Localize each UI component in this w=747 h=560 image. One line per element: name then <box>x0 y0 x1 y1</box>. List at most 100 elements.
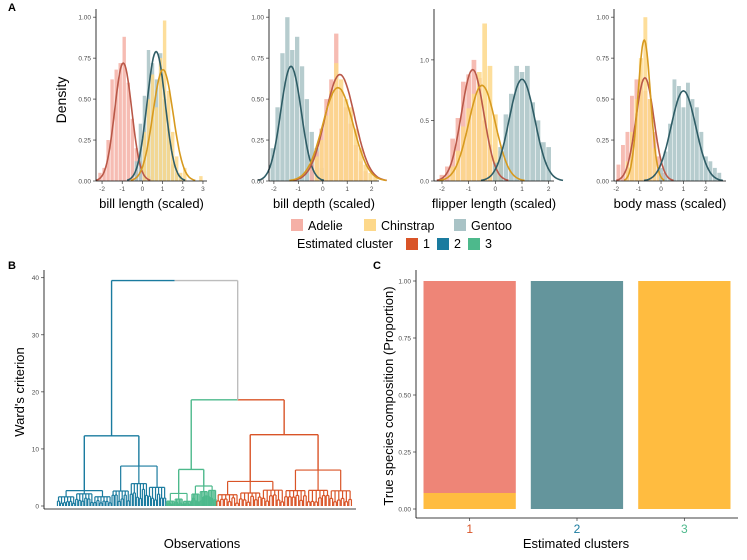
legend-key-chinstrap <box>364 219 376 231</box>
hist-bar-chinstrap-4 <box>334 63 339 181</box>
x-tick-label: 0 <box>321 186 325 193</box>
legend-key-gentoo <box>454 219 466 231</box>
hist-bar-gentoo-10 <box>546 147 551 181</box>
x-tick-label: 2 <box>547 186 551 193</box>
hist-bar-adelie-4 <box>114 69 118 181</box>
legend-label-chinstrap: Chinstrap <box>381 219 435 233</box>
hist-bar-chinstrap-1 <box>319 140 324 181</box>
x-tick-label: 0 <box>494 186 498 193</box>
hist-bar-gentoo-8 <box>694 107 699 181</box>
hist-bar-chinstrap-12 <box>373 176 378 181</box>
y-tick-label: 0.25 <box>251 138 264 145</box>
legend-key-cluster-3 <box>468 238 480 250</box>
hist-bar-chinstrap-2 <box>634 99 639 181</box>
density-curve-adelie <box>615 76 674 182</box>
y-tick-label: 0.00 <box>78 179 91 186</box>
density-curve-adelie <box>292 73 387 182</box>
hist-bar-chinstrap-3 <box>154 107 159 181</box>
legend-label-adelie: Adelie <box>308 219 343 233</box>
hist-bar-gentoo-7 <box>690 99 695 181</box>
hist-bar-gentoo-8 <box>535 120 541 181</box>
facet-xlabel: body mass (scaled) <box>614 196 727 211</box>
bar-segment-adelie-cluster-1 <box>423 281 516 493</box>
hist-bar-gentoo-3 <box>672 79 677 181</box>
hist-bar-gentoo-7 <box>304 99 309 181</box>
hist-bar-gentoo-10 <box>703 156 708 181</box>
y-tick-label: 1.0 <box>420 57 429 64</box>
hist-bar-chinstrap-6 <box>482 23 487 181</box>
hist-bar-chinstrap-11 <box>199 176 203 181</box>
x-tick-label: -2 <box>439 186 445 193</box>
y-tick-label: 1.00 <box>596 15 609 22</box>
x-tick-label: -1 <box>119 186 125 193</box>
x-tick-label: -2 <box>271 186 277 193</box>
density-curve-adelie <box>436 68 509 182</box>
y-tick-label: 0.50 <box>78 97 91 104</box>
hist-bar-adelie-0 <box>309 164 314 181</box>
hist-bar-chinstrap-0 <box>142 131 147 181</box>
legend-label-cluster-1: 1 <box>423 237 430 251</box>
y-tick-label: 0.25 <box>398 450 411 457</box>
panel-b-dendrogram: 0 10 20 30 40 <box>32 270 356 511</box>
hist-bar-adelie-0 <box>616 164 621 181</box>
x-tick-label: 3 <box>201 186 205 193</box>
legend-cluster-title: Estimated cluster <box>297 237 393 251</box>
facet-1: 0.00 0.25 0.50 0.75 1.00 -2 -1 0 1 2 3 bill length … <box>78 9 207 211</box>
y-tick-label: 0 <box>35 504 39 511</box>
legend: Adelie Chinstrap Gentoo Estimated cluste… <box>291 219 512 251</box>
y-tick-label: 0.75 <box>398 336 411 343</box>
hist-bar-gentoo-0 <box>493 162 498 181</box>
y-tick-label: 0.00 <box>251 179 264 186</box>
dendro-cluster-3 <box>165 468 217 506</box>
x-tick-label: 2 <box>704 186 708 193</box>
y-tick-label: 0.75 <box>78 56 91 63</box>
x-tick-label: 1 <box>161 186 165 193</box>
hist-bar-chinstrap-2 <box>324 115 329 181</box>
x-tick-label-cluster-2: 2 <box>574 522 581 536</box>
hist-bar-chinstrap-0 <box>625 161 630 181</box>
legend-key-cluster-2 <box>437 238 449 250</box>
facet-xlabel: bill depth (scaled) <box>273 196 375 211</box>
bar-segment-chinstrap-cluster-1 <box>423 493 516 509</box>
bar-segment-chinstrap-cluster-3 <box>638 281 731 509</box>
hist-bar-chinstrap-9 <box>358 148 363 181</box>
y-tick-label: 0.25 <box>596 138 609 145</box>
panel-c-stacked-bars: 0.00 0.25 0.50 0.75 1.00 1 2 3 <box>398 270 738 536</box>
hist-bar-gentoo-4 <box>290 50 295 181</box>
hist-bar-gentoo-1 <box>275 107 280 181</box>
hist-bar-adelie-5 <box>118 63 122 181</box>
x-tick-label: 1 <box>345 186 349 193</box>
hist-bar-chinstrap-6 <box>652 148 657 181</box>
x-tick-label: 1 <box>520 186 524 193</box>
density-curve-chinstrap <box>623 38 665 181</box>
panel-c-ylabel: True species composition (Proportion) <box>381 286 396 505</box>
x-tick-label: -1 <box>466 186 472 193</box>
hist-bar-gentoo-4 <box>514 65 519 181</box>
hist-bar-chinstrap-2 <box>150 74 155 181</box>
hist-bar-adelie-3 <box>455 118 461 181</box>
hist-bar-chinstrap-6 <box>343 99 349 181</box>
hist-bar-gentoo-9 <box>541 142 546 181</box>
bar-segment-gentoo-cluster-2 <box>530 281 624 509</box>
hist-bar-gentoo-5 <box>519 72 525 181</box>
panel-a-ylabel: Density <box>53 77 69 124</box>
panel-label-a: A <box>8 2 16 14</box>
hist-bar-chinstrap-8 <box>353 128 358 181</box>
x-tick-label: 2 <box>370 186 374 193</box>
hist-bar-chinstrap-3 <box>638 58 643 181</box>
hist-bar-chinstrap-4 <box>643 17 648 182</box>
hist-bar-gentoo-12 <box>712 167 717 181</box>
hist-bar-chinstrap-3 <box>466 108 471 181</box>
hist-bar-chinstrap-1 <box>455 150 461 181</box>
x-tick-label-cluster-3: 3 <box>681 522 688 536</box>
hist-bar-chinstrap-3 <box>329 90 334 181</box>
panel-label-c: C <box>373 260 381 272</box>
hist-bar-gentoo-1 <box>663 151 668 181</box>
hist-bar-gentoo-2 <box>668 123 672 181</box>
panel-b-xlabel: Observations <box>164 536 241 551</box>
density-curve-gentoo <box>126 50 186 181</box>
y-tick-label: 0.50 <box>596 97 609 104</box>
facet-xlabel: bill length (scaled) <box>99 196 204 211</box>
y-tick-label: 10 <box>32 446 40 453</box>
